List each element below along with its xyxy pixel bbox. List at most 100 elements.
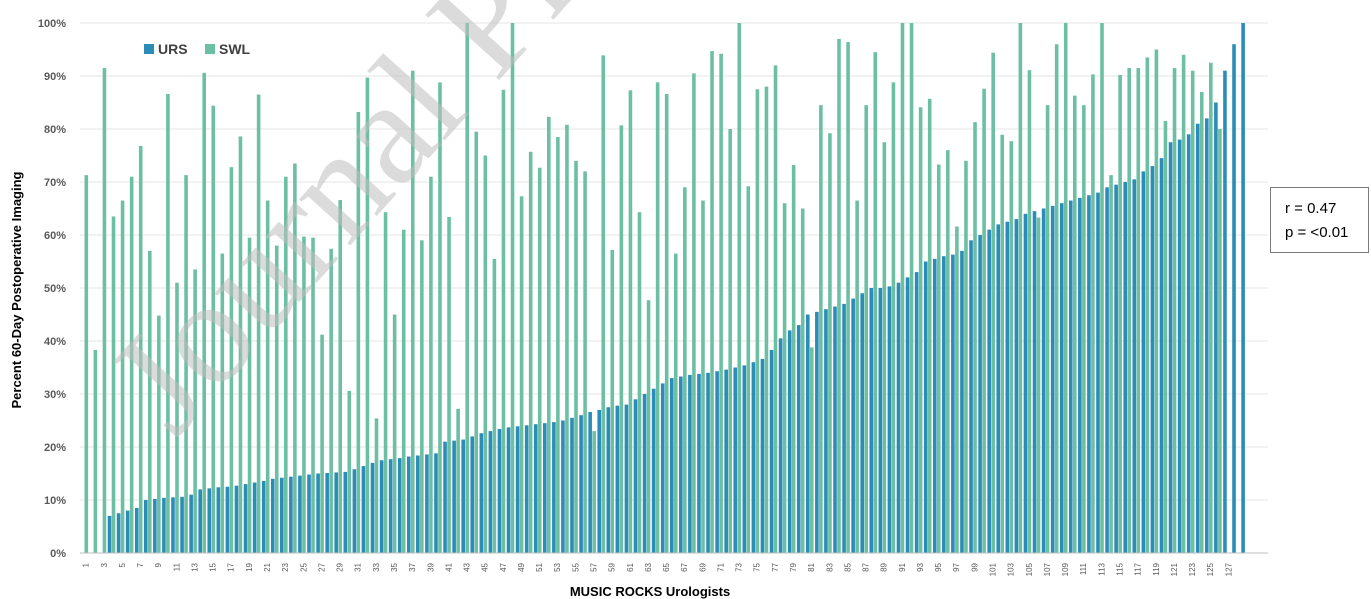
bar-urs (1123, 182, 1128, 553)
bar-swl (447, 216, 451, 554)
bar-urs (679, 376, 683, 553)
bar-swl (1163, 121, 1168, 554)
x-tick-label: 125 (1206, 562, 1215, 576)
bar-urs (125, 510, 130, 553)
legend-swatch-urs (144, 44, 154, 54)
x-tick-label: 3 (100, 562, 109, 567)
bar-urs (960, 250, 964, 553)
bar-urs (697, 373, 701, 553)
bar-urs (261, 480, 266, 553)
x-tick-label: 69 (698, 562, 707, 571)
bar-urs (1041, 208, 1046, 553)
bar-swl (166, 94, 170, 554)
bar-swl (1036, 217, 1041, 553)
bar-urs (243, 484, 248, 553)
bar-urs (715, 371, 719, 553)
x-tick-label: 57 (589, 562, 598, 571)
bar-swl (1109, 175, 1113, 554)
bar-swl (483, 155, 488, 553)
bar-swl (175, 282, 179, 553)
bar-urs (842, 303, 846, 553)
x-tick-label: 55 (571, 562, 580, 571)
bar-swl (556, 136, 560, 553)
bar-urs (488, 431, 493, 553)
bar-swl (1072, 95, 1077, 554)
bar-swl (129, 176, 134, 553)
x-tick-label: 93 (916, 562, 925, 571)
x-tick-label: 97 (952, 562, 961, 571)
bar-urs (1132, 179, 1137, 553)
bar-urs (552, 422, 556, 553)
bar-urs (1087, 195, 1091, 553)
x-tick-label: 99 (970, 562, 979, 571)
bar-urs (760, 359, 765, 553)
bar-urs (579, 415, 583, 553)
bar-swl (846, 42, 850, 554)
bar-swl (592, 431, 596, 553)
y-tick-label: 90% (44, 71, 66, 83)
x-axis-title: MUSIC ROCKS Urologists (570, 584, 730, 599)
x-tick-label: 45 (481, 562, 490, 571)
x-tick-label: 59 (608, 562, 617, 571)
bar-urs (1005, 221, 1010, 553)
y-tick-label: 10% (44, 495, 66, 507)
bar-swl (193, 269, 197, 553)
bar-swl (809, 347, 814, 553)
x-tick-label: 75 (753, 562, 762, 571)
x-tick-label: 1 (82, 562, 91, 567)
bar-urs (1168, 142, 1173, 553)
bar-swl (719, 53, 723, 554)
bar-swl (138, 145, 143, 553)
bar-urs (1096, 192, 1100, 553)
bar-urs (506, 427, 511, 553)
bar-urs (533, 424, 538, 553)
correlation-annotation: r = 0.47 p = <0.01 (1270, 187, 1369, 253)
bar-urs (543, 423, 547, 553)
bar-urs (996, 224, 1001, 553)
bar-swl (157, 315, 161, 553)
x-tick-label: 17 (227, 562, 236, 571)
bar-swl (646, 300, 651, 553)
x-tick-label: 121 (1170, 562, 1179, 576)
y-tick-label: 0% (50, 548, 66, 560)
bar-swl (873, 52, 878, 554)
bar-urs (660, 383, 665, 553)
bar-urs (733, 367, 738, 553)
x-tick-label: 35 (390, 562, 399, 571)
bar-urs (561, 420, 565, 553)
bar-swl (211, 105, 216, 554)
bar-swl (338, 200, 343, 553)
bar-urs (932, 258, 937, 553)
bar-swl (265, 200, 270, 554)
bar-urs (189, 494, 193, 553)
x-tick-label: 15 (209, 562, 218, 571)
bar-urs (833, 306, 837, 553)
bar-swl (1145, 57, 1150, 553)
bar-urs (815, 311, 819, 553)
bar-swl (1190, 70, 1195, 553)
bar-swl (764, 86, 769, 553)
y-tick-label: 30% (44, 389, 66, 401)
x-tick-label: 71 (716, 562, 725, 571)
bar-urs (570, 417, 574, 553)
bar-urs (1141, 171, 1146, 553)
bar-swl (773, 65, 778, 554)
bar-swl (628, 90, 633, 553)
x-tick-label: 67 (680, 562, 689, 571)
x-tick-label: 19 (245, 562, 254, 571)
bar-urs (1105, 187, 1109, 554)
x-tick-label: 9 (154, 562, 163, 567)
bar-swl (936, 164, 941, 553)
bar-swl (120, 200, 125, 554)
bar-swl (465, 23, 469, 553)
x-tick-label: 29 (336, 562, 345, 571)
bar-urs (270, 478, 275, 553)
legend-label-swl: SWL (219, 41, 251, 57)
bar-swl (102, 68, 107, 554)
x-tick-label: 95 (934, 562, 943, 571)
bar-swl (274, 245, 279, 553)
bar-swl (1018, 23, 1023, 553)
bar-swl (918, 107, 923, 554)
x-tick-label: 107 (1043, 562, 1052, 576)
bar-urs (1177, 139, 1182, 553)
